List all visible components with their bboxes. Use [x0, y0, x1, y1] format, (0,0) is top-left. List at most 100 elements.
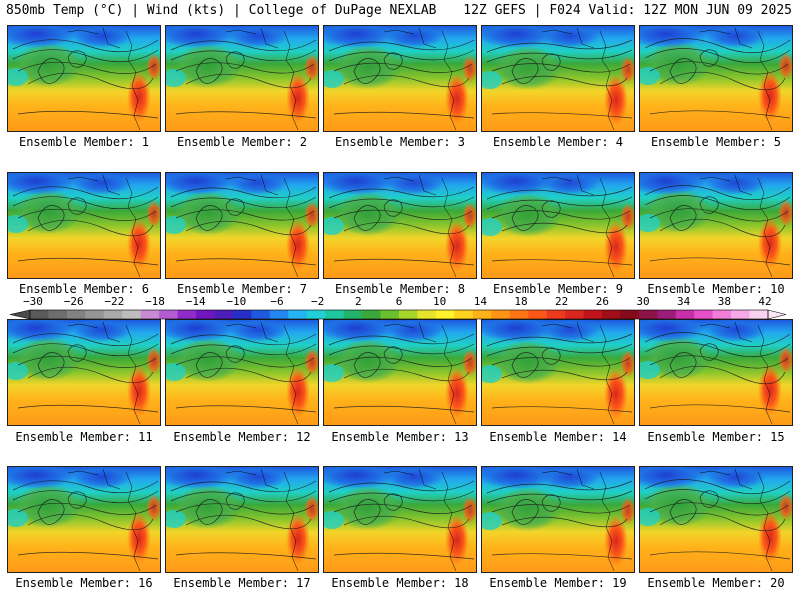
colorbar-tick-label: −30: [23, 295, 43, 308]
colorbar-swatch: [140, 310, 160, 319]
ensemble-member-label: Ensemble Member: 1: [18, 135, 150, 149]
ensemble-member-map: [323, 466, 477, 573]
colorbar-low-arrow: [9, 309, 31, 320]
colorbar-swatch: [30, 310, 49, 319]
colorbar-swatch: [177, 310, 197, 319]
colorbar-swatch: [546, 310, 566, 319]
colorbar-swatch: [269, 310, 289, 319]
colorbar-tick-label: 22: [555, 295, 568, 308]
ensemble-member-map: [639, 25, 793, 132]
colorbar-tick-label: 30: [636, 295, 649, 308]
colorbar-swatch: [343, 310, 363, 319]
ensemble-member-map: [323, 172, 477, 279]
ensemble-member-label: Ensemble Member: 20: [647, 576, 785, 590]
colorbar-tick-label: 42: [758, 295, 771, 308]
ensemble-member-map: [323, 25, 477, 132]
colorbar-swatch: [122, 310, 141, 319]
ensemble-member-label: Ensemble Member: 8: [334, 282, 466, 296]
colorbar-swatch: [232, 310, 252, 319]
ensemble-member-map: [323, 319, 477, 426]
colorbar-swatch: [620, 310, 640, 319]
run-valid-time: 12Z GEFS | F024 Valid: 12Z MON JUN 09 20…: [463, 3, 792, 18]
colorbar-tick-label: 38: [718, 295, 731, 308]
colorbar-swatch: [731, 310, 750, 319]
colorbar-tick-label: 34: [677, 295, 691, 308]
colorbar-swatch: [214, 310, 234, 319]
colorbar-swatch: [306, 310, 326, 319]
ensemble-member-label: Ensemble Member: 18: [331, 576, 469, 590]
colorbar-swatch: [417, 310, 437, 319]
ensemble-member-map: [7, 172, 161, 279]
ensemble-member-map: [165, 319, 319, 426]
ensemble-member-map: [7, 466, 161, 573]
ensemble-member-map: [481, 25, 635, 132]
colorbar-swatch: [362, 310, 381, 319]
colorbar-swatch: [491, 310, 510, 319]
colorbar-swatch: [325, 310, 344, 319]
colorbar-tick-label: −2: [311, 295, 324, 308]
temperature-colorbar: −30 −26 −22 −18 −14 −10 −6 −2 2 6 10 14 18 22 26 30 34 38…: [9, 295, 787, 320]
ensemble-member-map: [639, 172, 793, 279]
colorbar-swatch: [454, 310, 474, 319]
colorbar-tick-label: 26: [596, 295, 609, 308]
colorbar-swatch: [565, 310, 584, 319]
ensemble-member-label: Ensemble Member: 6: [18, 282, 150, 296]
ensemble-member-label: Ensemble Member: 5: [650, 135, 782, 149]
ensemble-member-label: Ensemble Member: 3: [334, 135, 466, 149]
ensemble-member-label: Ensemble Member: 7: [176, 282, 308, 296]
colorbar-swatch: [638, 310, 658, 319]
colorbar-swatch: [196, 310, 215, 319]
colorbar-swatch: [694, 310, 713, 319]
colorbar-swatch: [85, 310, 105, 319]
colorbar-swatch: [657, 310, 677, 319]
colorbar-swatch: [472, 310, 492, 319]
colorbar-swatch: [66, 310, 86, 319]
colorbar-tick-label: −10: [226, 295, 246, 308]
colorbar-swatch: [509, 310, 529, 319]
colorbar-tick-label: 10: [433, 295, 446, 308]
ensemble-member-map: [7, 25, 161, 132]
ensemble-member-label: Ensemble Member: 12: [173, 430, 311, 444]
ensemble-member-map: [165, 172, 319, 279]
colorbar-swatch: [159, 310, 178, 319]
ensemble-member-map: [639, 319, 793, 426]
colorbar-swatch: [528, 310, 547, 319]
ensemble-member-map: [7, 319, 161, 426]
colorbar-swatch: [380, 310, 400, 319]
colorbar-tick-label: −22: [104, 295, 124, 308]
colorbar-tick-label: −26: [64, 295, 84, 308]
colorbar-tick-label: 14: [474, 295, 488, 308]
colorbar-high-arrow: [767, 309, 787, 320]
colorbar-swatch: [103, 310, 123, 319]
ensemble-member-label: Ensemble Member: 2: [176, 135, 308, 149]
colorbar-tick-label: −14: [186, 295, 206, 308]
colorbar-swatch: [251, 310, 271, 319]
colorbar-swatch: [583, 310, 603, 319]
ensemble-member-label: Ensemble Member: 16: [15, 576, 153, 590]
colorbar-swatch: [675, 310, 695, 319]
colorbar-tick-label: −6: [270, 295, 283, 308]
colorbar-swatch: [399, 310, 418, 319]
map-title: 850mb Temp (°C) | Wind (kts) | College o…: [6, 3, 437, 18]
colorbar-tick-label: 2: [355, 295, 362, 308]
colorbar-swatch: [288, 310, 308, 319]
colorbar-swatch: [435, 310, 455, 319]
colorbar-swatch: [601, 310, 621, 319]
colorbar-swatch: [712, 310, 732, 319]
ensemble-member-label: Ensemble Member: 13: [331, 430, 469, 444]
ensemble-member-label: Ensemble Member: 19: [489, 576, 627, 590]
colorbar-tick-label: 18: [514, 295, 527, 308]
ensemble-member-map: [481, 319, 635, 426]
ensemble-member-label: Ensemble Member: 14: [489, 430, 627, 444]
ensemble-member-label: Ensemble Member: 4: [492, 135, 624, 149]
ensemble-member-label: Ensemble Member: 9: [492, 282, 624, 296]
ensemble-member-map: [165, 466, 319, 573]
colorbar-frame: [29, 309, 769, 320]
colorbar-swatch: [749, 310, 769, 319]
ensemble-member-label: Ensemble Member: 15: [647, 430, 785, 444]
colorbar-tick-label: 6: [396, 295, 403, 308]
colorbar-tick-label: −18: [145, 295, 165, 308]
ensemble-member-map: [481, 172, 635, 279]
ensemble-member-label: Ensemble Member: 17: [173, 576, 311, 590]
ensemble-member-map: [639, 466, 793, 573]
